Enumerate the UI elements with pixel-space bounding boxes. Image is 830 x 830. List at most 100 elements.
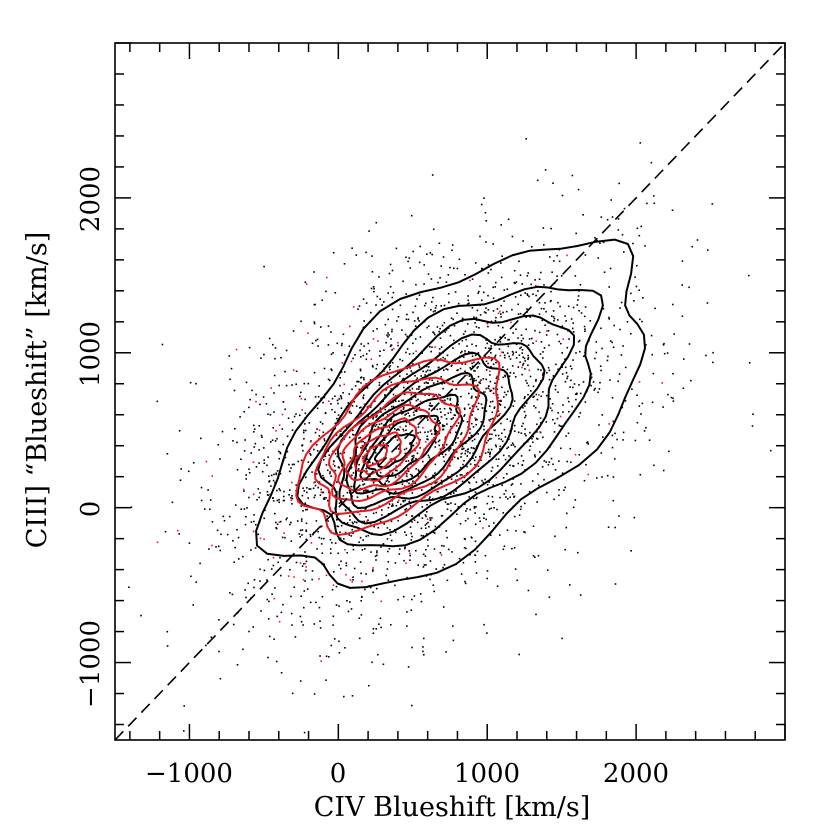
data-point-sample-black [483,425,485,427]
data-point-sample-black [243,450,246,452]
data-point-sample-black [430,486,433,489]
data-point-sample-black [434,418,436,420]
data-point-sample-black [450,509,452,512]
data-point-sample-black [536,437,538,440]
data-point-sample-black [359,561,362,563]
data-point-sample-black [480,421,483,423]
data-point-sample-black [577,188,580,191]
data-point-sample-black [512,352,515,354]
data-point-sample-black [436,408,439,411]
data-point-sample-black [338,564,340,566]
data-point-sample-black [397,519,399,522]
data-point-sample-black [232,440,234,442]
data-point-sample-black [486,570,489,572]
data-point-sample-black [480,379,482,381]
data-point-sample-black [329,548,332,550]
data-point-sample-black [495,377,498,379]
data-point-sample-black [440,346,443,348]
data-point-sample-black [513,547,516,549]
data-point-sample-black [280,611,283,614]
data-point-sample-black [507,339,509,341]
data-point-sample-black [343,695,345,698]
data-point-sample-red [405,474,408,477]
data-point-sample-red [488,388,491,391]
data-point-sample-black [391,472,394,474]
data-point-sample-black [292,330,295,332]
data-point-sample-black [408,550,410,552]
data-point-sample-black [340,344,343,347]
data-point-sample-black [220,533,222,536]
data-point-sample-black [308,488,310,490]
data-point-sample-black [321,596,324,598]
data-point-sample-black [442,456,445,458]
data-point-sample-black [334,411,336,413]
data-point-sample-black [495,316,497,319]
data-point-sample-black [477,384,479,386]
data-point-sample-black [542,391,544,393]
data-point-sample-black [448,548,450,551]
contour-level-sample-red [328,391,462,502]
data-point-sample-black [483,197,485,199]
data-point-sample-black [457,458,459,460]
data-point-sample-black [484,212,487,214]
data-point-sample-black [524,416,526,419]
data-point-sample-black [579,284,582,286]
data-point-sample-black [396,429,398,431]
data-point-sample-black [417,398,419,401]
data-point-sample-black [614,458,616,460]
data-point-sample-black [414,375,416,377]
data-point-sample-black [463,356,465,358]
data-point-sample-black [326,515,328,517]
data-point-sample-black [386,414,389,416]
data-point-sample-red [489,370,491,373]
data-point-sample-black [223,519,226,522]
data-point-sample-black [386,334,388,336]
data-point-sample-black [508,338,510,341]
data-point-sample-black [469,367,471,369]
data-point-sample-red [380,428,382,430]
data-point-sample-black [503,354,506,357]
data-point-sample-black [518,354,521,356]
data-point-sample-black [634,439,637,442]
data-point-sample-black [276,489,278,492]
data-point-sample-black [261,470,264,473]
data-point-sample-black [527,384,530,387]
data-point-sample-black [521,425,523,427]
data-point-sample-black [527,358,529,361]
data-point-sample-black [258,496,260,499]
data-point-sample-black [341,434,344,436]
data-point-sample-black [496,415,499,418]
data-point-sample-black [390,388,392,390]
data-point-sample-black [361,595,363,598]
data-point-sample-black [391,503,394,505]
data-point-sample-black [537,473,539,475]
data-point-sample-black [556,254,558,257]
data-point-sample-black [406,472,408,475]
data-point-sample-red [290,499,293,501]
data-point-sample-black [579,594,582,596]
data-point-sample-black [499,445,502,448]
data-point-sample-black [299,615,302,618]
data-point-sample-black [536,438,539,440]
data-point-sample-black [334,469,337,472]
data-point-sample-black [543,460,546,462]
data-point-sample-black [611,446,614,449]
data-point-sample-black [293,586,295,588]
data-point-sample-black [506,352,509,354]
data-point-sample-black [512,332,514,334]
data-point-sample-black [465,381,468,384]
data-point-sample-black [426,511,428,513]
data-point-sample-black [752,413,754,415]
data-point-sample-black [475,345,477,347]
data-point-sample-black [515,530,517,532]
data-point-sample-black [219,549,222,552]
data-point-sample-black [375,423,378,426]
data-point-sample-black [340,524,343,527]
data-point-sample-black [334,292,337,294]
data-point-sample-black [195,382,197,385]
data-point-sample-black [425,533,428,535]
data-point-sample-black [344,647,346,649]
data-point-sample-black [442,606,445,608]
data-point-sample-black [332,615,335,618]
data-point-sample-black [519,312,522,315]
